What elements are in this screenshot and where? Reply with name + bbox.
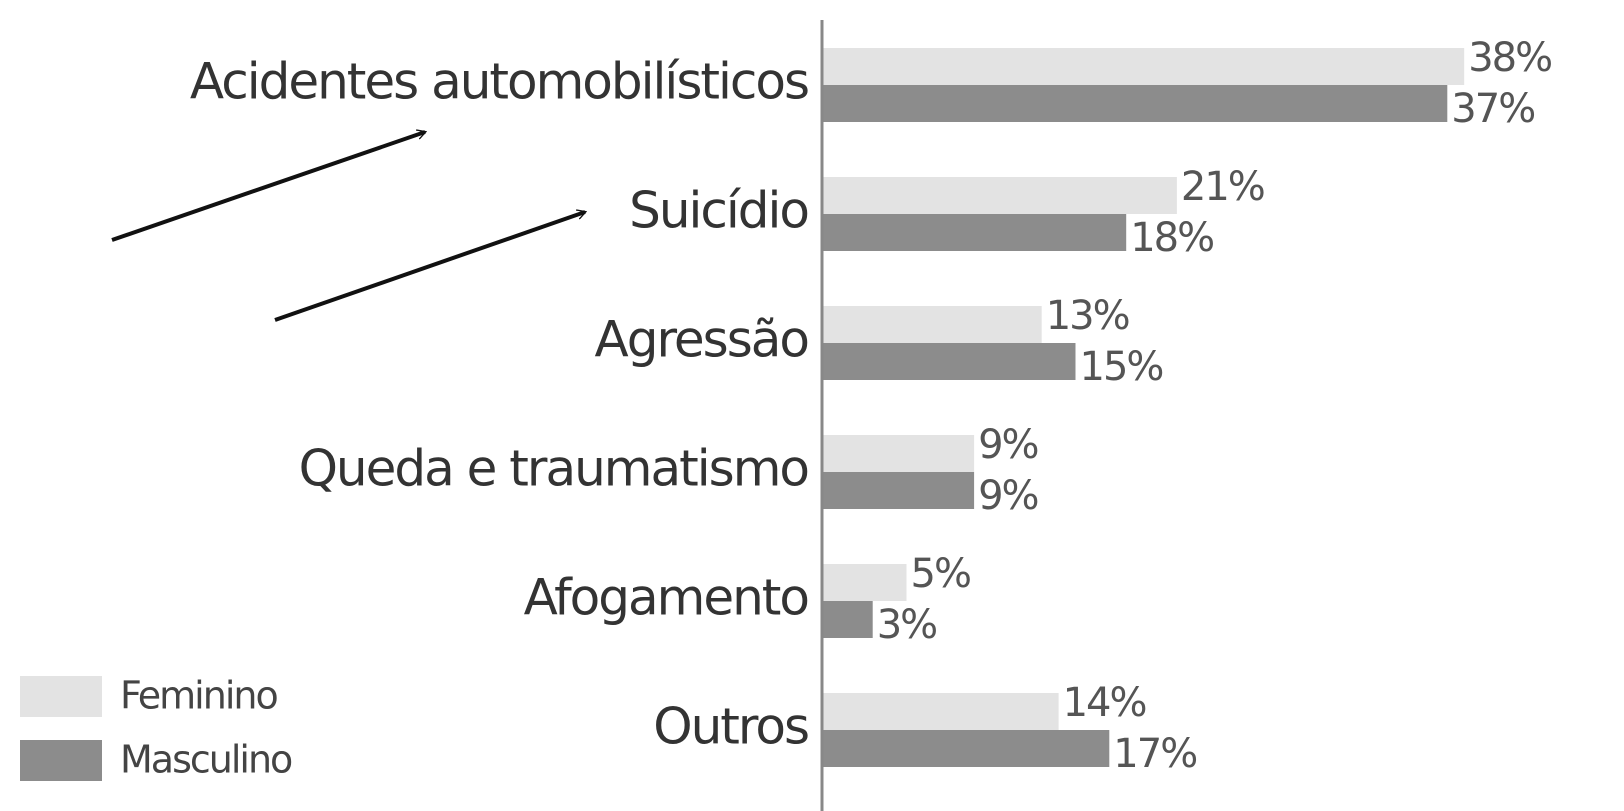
value-label: 18%: [1130, 215, 1213, 261]
bar: [822, 343, 1076, 380]
bar: [822, 85, 1448, 122]
bar: [822, 601, 873, 638]
legend-swatch: [20, 676, 102, 717]
category-label: Outros: [653, 698, 808, 756]
value-label: 21%: [1181, 164, 1264, 210]
category-label: Queda e traumatismo: [299, 440, 808, 498]
plot: Acidentes automobilísticos 38% 37% Suicídio…: [20, 35, 1553, 782]
category-label: Agressão: [595, 311, 809, 369]
category-label: Afogamento: [524, 569, 808, 627]
legend-swatch: [20, 740, 102, 781]
arrow: [274, 212, 585, 322]
bar: [822, 472, 975, 509]
value-label: 5%: [911, 551, 970, 597]
value-label: 9%: [978, 422, 1037, 468]
value-label: 37%: [1451, 86, 1534, 132]
bar: [822, 48, 1465, 85]
bar: [822, 730, 1110, 767]
value-label: 15%: [1080, 344, 1163, 390]
legend-label: Masculino: [120, 738, 292, 782]
value-label: 17%: [1113, 731, 1196, 777]
bar: [822, 435, 975, 472]
category-label: Acidentes automobilísticos: [190, 53, 808, 111]
legend-label: Feminino: [120, 674, 277, 718]
value-label: 13%: [1046, 293, 1129, 339]
bar: [822, 177, 1177, 214]
bar: [822, 693, 1059, 730]
bar: [822, 214, 1127, 251]
value-label: 14%: [1063, 680, 1146, 726]
bar: [822, 306, 1042, 343]
value-label: 38%: [1468, 35, 1551, 81]
arrow: [111, 132, 425, 242]
category-label: Suicídio: [629, 182, 808, 240]
value-label: 3%: [877, 602, 936, 648]
bar: [822, 564, 907, 601]
value-label: 9%: [978, 473, 1037, 519]
